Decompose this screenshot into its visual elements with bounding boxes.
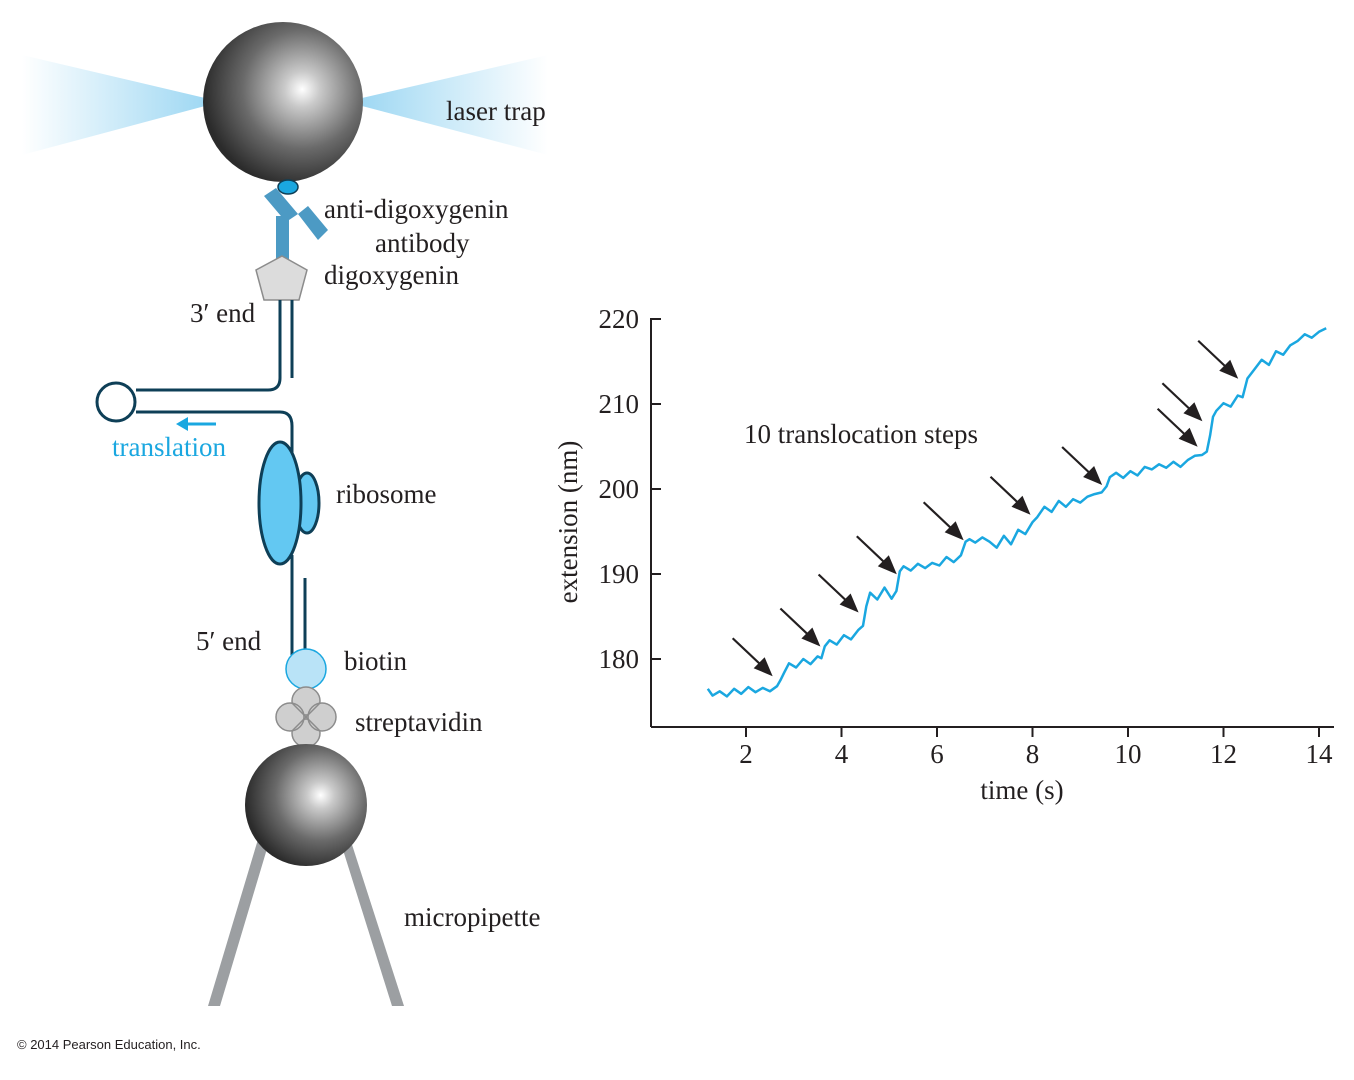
copyright-notice: © 2014 Pearson Education, Inc. (17, 1037, 201, 1052)
step-arrowhead (839, 593, 859, 613)
x-tick-label: 2 (739, 739, 753, 769)
antibody-tip (277, 179, 299, 195)
x-tick-label: 8 (1026, 739, 1040, 769)
chart-annotation: 10 translocation steps (744, 419, 978, 449)
extension-time-chart: 2 4 6 8 10 12 14 180 190 200 210 220 time (s) exte… (553, 304, 1334, 805)
y-axis-label: extension (nm) (553, 441, 583, 604)
x-axis-ticks: 2 4 6 8 10 12 14 (739, 727, 1333, 769)
label-translation: translation (112, 432, 226, 462)
y-tick-label: 200 (599, 474, 640, 504)
x-tick-label: 4 (835, 739, 849, 769)
step-arrowhead (1183, 402, 1203, 422)
translation-arrowhead (176, 417, 188, 431)
step-arrowhead (1011, 495, 1031, 515)
laser-beam-right (362, 55, 548, 155)
streptavidin-clover (275, 686, 337, 748)
ribosome-large-subunit (257, 440, 303, 566)
label-biotin: biotin (344, 646, 408, 676)
y-tick-label: 180 (599, 644, 640, 674)
step-arrowhead (1178, 427, 1198, 447)
laser-beam-left (22, 55, 205, 155)
micropipette-left (208, 826, 272, 1006)
extension-trace (706, 327, 1327, 698)
label-antibody: antibody (375, 228, 470, 258)
pipette-bead (245, 744, 367, 866)
biotin-sphere (285, 648, 327, 690)
label-three-prime-end: 3′ end (190, 298, 256, 328)
label-anti-digoxygenin: anti-digoxygenin (324, 194, 509, 224)
trapped-bead (203, 22, 363, 182)
x-axis-label: time (s) (980, 775, 1063, 805)
micropipette-right (338, 826, 404, 1006)
y-tick-label: 190 (599, 559, 640, 589)
step-arrowhead (877, 555, 897, 575)
y-tick-label: 210 (599, 389, 640, 419)
optical-trap-diagram: laser trap anti-digoxygenin antibody dig… (22, 22, 548, 1006)
step-arrowhead (944, 521, 964, 541)
label-five-prime-end: 5′ end (196, 626, 262, 656)
antibody-shape (264, 188, 328, 260)
x-tick-label: 10 (1115, 739, 1142, 769)
label-ribosome: ribosome (336, 479, 437, 509)
step-arrowhead (1083, 466, 1103, 485)
step-arrowhead (801, 627, 821, 647)
x-tick-label: 14 (1306, 739, 1334, 769)
y-tick-label: 220 (599, 304, 640, 334)
step-arrowhead (753, 657, 773, 677)
x-tick-label: 12 (1210, 739, 1237, 769)
x-tick-label: 6 (930, 739, 944, 769)
label-streptavidin: streptavidin (355, 707, 483, 737)
step-arrowhead (1219, 359, 1239, 379)
step-arrows (731, 339, 1239, 677)
y-axis-ticks: 180 190 200 210 220 (599, 304, 661, 674)
label-micropipette: micropipette (404, 902, 540, 932)
label-digoxygenin: digoxygenin (324, 260, 459, 290)
nucleic-acid-strand (95, 300, 307, 655)
digoxygenin-pentagon (255, 255, 308, 301)
label-laser-trap: laser trap (446, 96, 546, 126)
